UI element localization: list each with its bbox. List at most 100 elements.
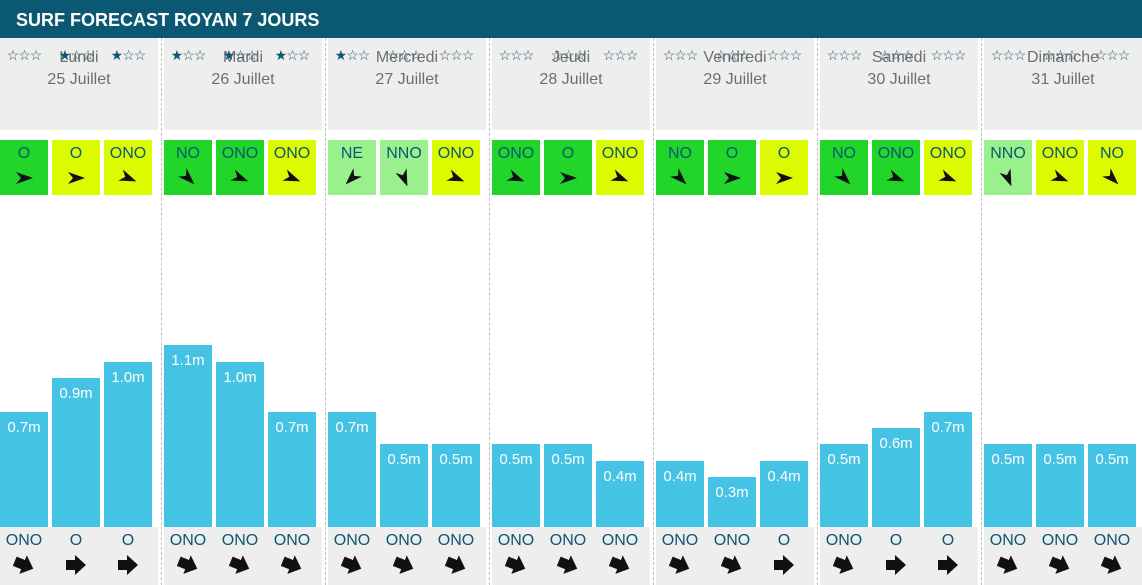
star-outline-icon: ☆ bbox=[1054, 47, 1067, 63]
day-name: Jeudi bbox=[551, 49, 591, 66]
star-rating: ☆☆☆ bbox=[0, 48, 48, 62]
day-header: Mardi 26 Juillet bbox=[164, 38, 322, 95]
star-filled-icon: ★ bbox=[334, 47, 348, 63]
wave-height-bar: 1.0m bbox=[104, 362, 152, 527]
wind-arrow-icon bbox=[16, 172, 33, 184]
star-outline-icon: ☆ bbox=[562, 47, 575, 63]
wind-arrow-icon bbox=[724, 172, 741, 184]
swell-arrow bbox=[1036, 551, 1084, 579]
wave-height-bar: 0.5m bbox=[984, 444, 1032, 527]
day-header: Vendredi 29 Juillet bbox=[656, 38, 814, 95]
day-separator bbox=[653, 38, 654, 585]
star-filled-icon: ★ bbox=[170, 47, 184, 63]
wind-direction-label: NO bbox=[832, 145, 856, 162]
swell-direction-label: ONO bbox=[169, 532, 207, 549]
wind-direction-label: ONO bbox=[273, 145, 311, 162]
star-outline-icon: ☆ bbox=[357, 47, 371, 63]
wind-direction-label: NE bbox=[340, 145, 364, 162]
swell-arrow bbox=[596, 551, 644, 579]
swell-direction-label: ONO bbox=[437, 532, 475, 549]
star-outline-icon: ☆ bbox=[1042, 47, 1056, 63]
swell-arrow bbox=[820, 551, 868, 579]
wave-height-label: 0.5m bbox=[991, 451, 1025, 468]
star-outline-icon: ☆ bbox=[245, 47, 259, 63]
swell-direction-label: O bbox=[889, 532, 903, 549]
star-rating: ☆☆☆ bbox=[380, 48, 428, 62]
swell-direction-label: ONO bbox=[825, 532, 863, 549]
star-outline-icon: ☆ bbox=[614, 47, 627, 63]
day-column: Mardi 26 Juillet ★☆☆ NO 1.1m ONO ★☆☆ ONO 1.0m ONO… bbox=[164, 38, 322, 585]
swell-arrow bbox=[492, 551, 540, 579]
star-rating-row bbox=[164, 95, 322, 130]
star-rating: ☆☆☆ bbox=[984, 48, 1032, 62]
wave-height-bar: 0.7m bbox=[268, 412, 316, 527]
star-outline-icon: ☆ bbox=[714, 47, 728, 63]
wind-indicator: ONO bbox=[216, 140, 264, 195]
swell-arrow-icon bbox=[392, 555, 414, 574]
star-outline-icon: ☆ bbox=[81, 47, 95, 63]
wind-indicator: ONO bbox=[492, 140, 540, 195]
star-outline-icon: ☆ bbox=[133, 47, 147, 63]
wind-arrow-icon bbox=[118, 169, 137, 182]
swell-arrow bbox=[0, 551, 48, 579]
star-outline-icon: ☆ bbox=[1013, 47, 1027, 63]
wind-direction-label: NO bbox=[176, 145, 200, 162]
swell-direction-label: ONO bbox=[601, 532, 639, 549]
star-outline-icon: ☆ bbox=[386, 47, 400, 63]
wave-height-bar: 0.7m bbox=[0, 412, 48, 527]
star-outline-icon: ☆ bbox=[193, 47, 207, 63]
wind-arrow-icon bbox=[446, 169, 465, 182]
swell-arrow bbox=[656, 551, 704, 579]
wind-direction-label: ONO bbox=[437, 145, 475, 162]
swell-direction-label: ONO bbox=[989, 532, 1027, 549]
wind-indicator: ONO bbox=[1036, 140, 1084, 195]
star-outline-icon: ☆ bbox=[438, 47, 452, 63]
wind-arrow-icon bbox=[282, 169, 301, 182]
wind-direction-label: O bbox=[777, 145, 791, 162]
star-outline-icon: ☆ bbox=[521, 47, 535, 63]
star-outline-icon: ☆ bbox=[70, 47, 83, 63]
wind-direction-label: O bbox=[17, 145, 31, 162]
wave-height-bar: 0.4m bbox=[656, 461, 704, 527]
wave-height-bar: 0.5m bbox=[380, 444, 428, 527]
swell-arrow bbox=[872, 551, 920, 579]
day-date: 30 Juillet bbox=[867, 71, 931, 88]
wave-height-bar: 0.6m bbox=[872, 428, 920, 527]
day-name: Mardi bbox=[222, 49, 263, 66]
star-rating: ★☆☆ bbox=[52, 48, 100, 62]
day-header: Jeudi 28 Juillet bbox=[492, 38, 650, 95]
wave-height-label: 0.5m bbox=[499, 451, 533, 468]
wind-indicator: O bbox=[0, 140, 48, 195]
star-outline-icon: ☆ bbox=[942, 47, 955, 63]
swell-direction-label: O bbox=[69, 532, 83, 549]
swell-arrow-icon bbox=[556, 555, 578, 574]
swell-direction-label: ONO bbox=[713, 532, 751, 549]
star-outline-icon: ☆ bbox=[1094, 47, 1108, 63]
wind-arrow-icon bbox=[938, 169, 957, 182]
star-outline-icon: ☆ bbox=[990, 47, 1004, 63]
wind-indicator: NO bbox=[1088, 140, 1136, 195]
star-outline-icon: ☆ bbox=[297, 47, 311, 63]
swell-arrow bbox=[544, 551, 592, 579]
wind-indicator: ONO bbox=[872, 140, 920, 195]
swell-arrow bbox=[164, 551, 212, 579]
star-outline-icon: ☆ bbox=[826, 47, 840, 63]
star-rating-row bbox=[0, 95, 158, 130]
day-date: 29 Juillet bbox=[703, 71, 767, 88]
wind-arrow-icon bbox=[560, 172, 577, 184]
swell-direction-label: ONO bbox=[497, 532, 535, 549]
swell-arrow-icon bbox=[228, 555, 250, 574]
swell-direction-label: O bbox=[121, 532, 135, 549]
swell-arrow bbox=[1088, 551, 1136, 579]
swell-direction-label: ONO bbox=[1093, 532, 1131, 549]
star-outline-icon: ☆ bbox=[625, 47, 639, 63]
wave-height-label: 0.4m bbox=[767, 468, 801, 485]
star-outline-icon: ☆ bbox=[789, 47, 803, 63]
swell-arrow bbox=[104, 551, 152, 579]
swell-direction-label: ONO bbox=[273, 532, 311, 549]
wave-height-bar: 0.5m bbox=[544, 444, 592, 527]
wave-height-bar: 0.7m bbox=[924, 412, 972, 527]
star-outline-icon: ☆ bbox=[6, 47, 20, 63]
swell-direction-label: ONO bbox=[5, 532, 43, 549]
wave-height-label: 1.1m bbox=[171, 352, 205, 369]
